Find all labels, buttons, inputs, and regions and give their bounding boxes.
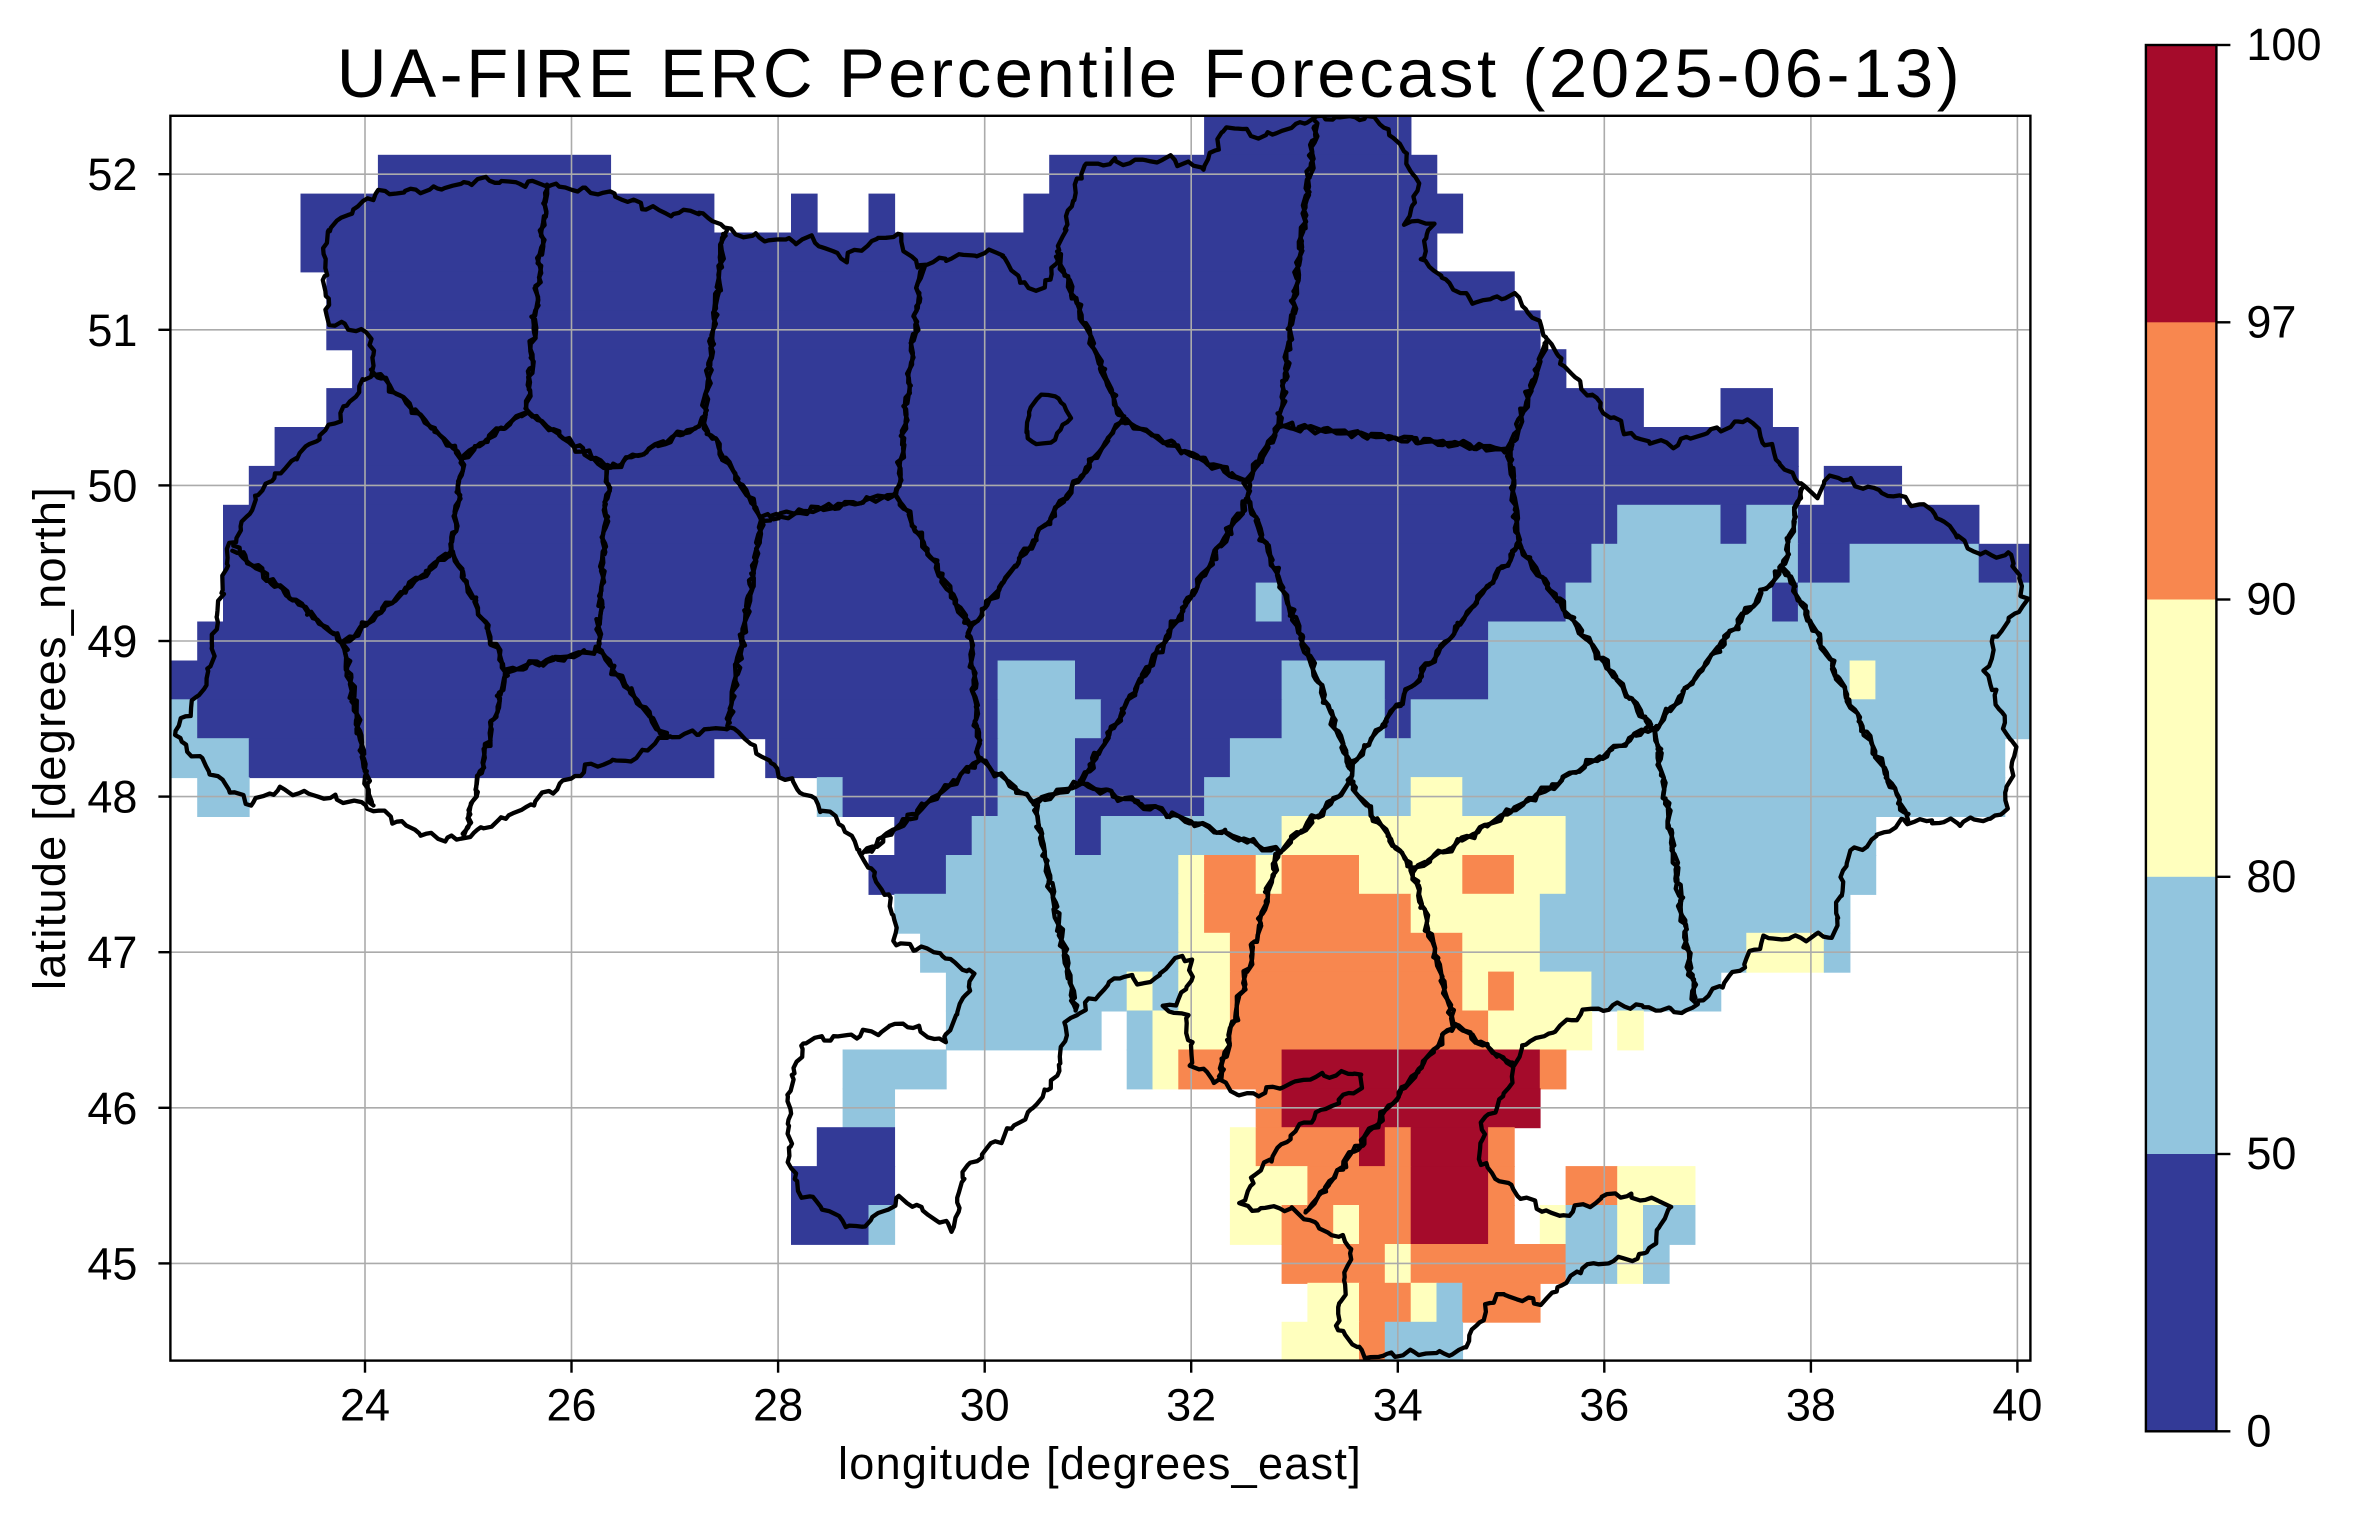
svg-text:90: 90 bbox=[2246, 574, 2296, 625]
svg-text:36: 36 bbox=[1579, 1380, 1629, 1431]
svg-text:50: 50 bbox=[2246, 1128, 2296, 1179]
svg-text:45: 45 bbox=[87, 1238, 137, 1289]
svg-text:32: 32 bbox=[1166, 1380, 1216, 1431]
svg-text:24: 24 bbox=[340, 1380, 390, 1431]
svg-text:28: 28 bbox=[753, 1380, 803, 1431]
svg-text:46: 46 bbox=[87, 1083, 137, 1134]
svg-text:48: 48 bbox=[87, 772, 137, 823]
svg-text:40: 40 bbox=[1992, 1380, 2042, 1431]
svg-text:26: 26 bbox=[546, 1380, 596, 1431]
svg-text:50: 50 bbox=[87, 460, 137, 511]
svg-text:49: 49 bbox=[87, 616, 137, 667]
svg-text:UA-FIRE ERC Percentile Forecas: UA-FIRE ERC Percentile Forecast (2025-06… bbox=[337, 35, 1964, 112]
svg-text:0: 0 bbox=[2246, 1405, 2271, 1456]
svg-text:47: 47 bbox=[87, 927, 137, 978]
svg-text:51: 51 bbox=[87, 305, 137, 356]
svg-text:52: 52 bbox=[87, 149, 137, 200]
svg-text:longitude [degrees_east]: longitude [degrees_east] bbox=[838, 1438, 1362, 1489]
svg-text:34: 34 bbox=[1373, 1380, 1423, 1431]
svg-text:latitude [degrees_north]: latitude [degrees_north] bbox=[24, 486, 75, 990]
svg-text:97: 97 bbox=[2246, 296, 2296, 347]
svg-text:30: 30 bbox=[960, 1380, 1010, 1431]
svg-text:80: 80 bbox=[2246, 851, 2296, 902]
svg-text:100: 100 bbox=[2246, 19, 2321, 70]
svg-text:38: 38 bbox=[1786, 1380, 1836, 1431]
